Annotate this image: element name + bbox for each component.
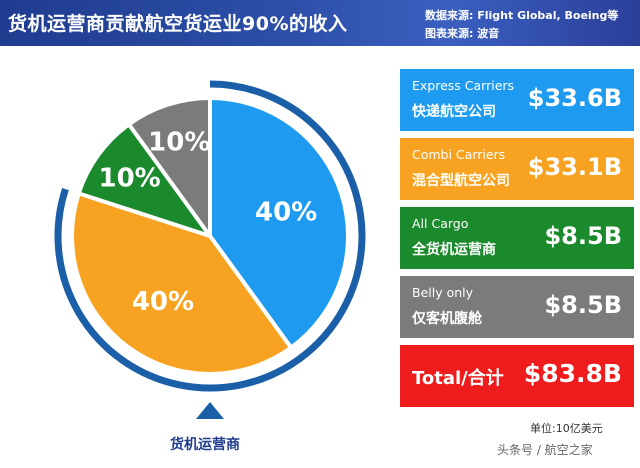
slice-combi (70, 191, 294, 376)
watermark: 头条号 / 航空之家 (497, 443, 593, 457)
data-source: 数据来源: Flight Global, Boeing等 (425, 9, 619, 22)
slice-express (208, 96, 350, 350)
legend-card-express: Express Carriers 快递航空公司 $33.6B (400, 69, 634, 131)
freighter-caption: 货机运营商 (170, 437, 240, 453)
legend-card-total: Total/合计 $83.8B (400, 345, 634, 407)
slice-label: 40% (255, 197, 317, 227)
total-value: $83.8B (523, 359, 622, 388)
unit-label: 单位:10亿美元 (530, 422, 603, 435)
legend-value: $33.6B (527, 84, 622, 112)
legend-card-belly: Belly only 仅客机腹舱 $8.5B (400, 276, 634, 338)
legend-cn: 快递航空公司 (412, 104, 496, 120)
legend-cn: 仅客机腹舱 (412, 311, 482, 327)
slice-label: 10% (148, 128, 210, 158)
legend-card-all-cargo: All Cargo 全货机运营商 $8.5B (400, 207, 634, 269)
legend-name: All Cargo (412, 216, 469, 231)
legend-value: $8.5B (544, 222, 622, 250)
slice-label: 40% (132, 287, 194, 317)
freighter-pointer-icon (196, 402, 224, 419)
freighter-arc (54, 80, 366, 392)
page-title: 货机运营商贡献航空货运业90%的收入 (8, 13, 348, 35)
chart-source: 图表来源: 波音 (425, 27, 500, 40)
pie-chart: 40% 40% 10% 10% (54, 80, 366, 419)
legend-name: Combi Carriers (412, 147, 506, 162)
legend-value: $8.5B (544, 291, 622, 319)
header-banner: 货机运营商贡献航空货运业90%的收入 数据来源: Flight Global, … (0, 0, 640, 46)
legend-name: Belly only (412, 285, 474, 300)
legend-cn: 混合型航空公司 (412, 173, 510, 189)
slice-label: 10% (98, 164, 160, 194)
legend-card-combi: Combi Carriers 混合型航空公司 $33.1B (400, 138, 634, 200)
legend-name: Express Carriers (412, 78, 515, 93)
slice-belly (126, 96, 212, 238)
legend-value: $33.1B (527, 153, 622, 181)
legend-cn: 全货机运营商 (412, 242, 496, 258)
total-label: Total/合计 (412, 368, 504, 389)
